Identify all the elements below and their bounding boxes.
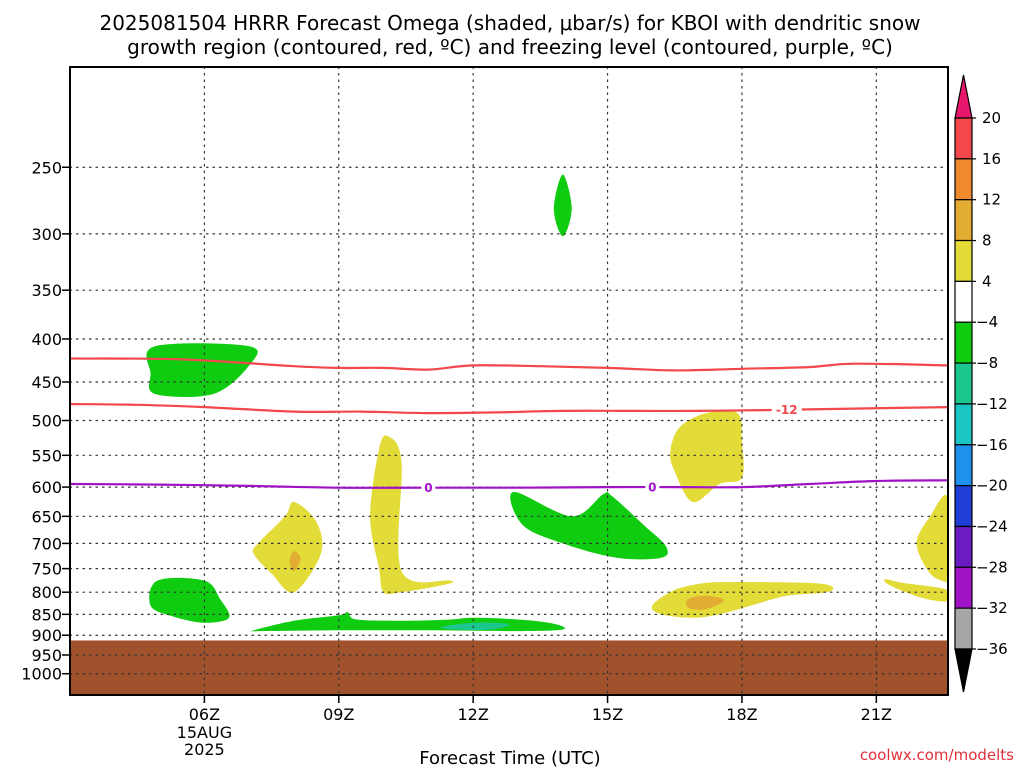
y-tick-label: 250 <box>31 158 62 177</box>
x-tick-label: 12Z <box>457 705 488 724</box>
dendritic-growth-contour <box>70 402 948 415</box>
omega-shaded-region <box>146 343 258 398</box>
colorbar-label: −16 <box>976 436 1008 454</box>
omega-shaded-region <box>884 579 948 602</box>
y-tick-label: 350 <box>31 281 62 300</box>
omega-shaded-region <box>441 622 510 631</box>
colorbar-label: 20 <box>982 109 1001 127</box>
y-tick-label: 550 <box>31 446 62 465</box>
colorbar-bin <box>954 117 973 160</box>
chart-title-line-2: growth region (contoured, red, ºC) and f… <box>127 35 893 59</box>
colorbar-bin <box>954 566 973 609</box>
colorbar-label: 4 <box>982 272 992 290</box>
colorbar-label: −4 <box>976 313 998 331</box>
x-tick-sublabel: 2025 <box>184 740 225 759</box>
omega-shaded-region <box>252 501 323 593</box>
y-tick-label: 850 <box>31 605 62 624</box>
y-axis: 250 300 350 400 450 500 550 600 650 700 750 800 850 9… <box>21 158 70 684</box>
x-tick-label: 15Z <box>592 705 623 724</box>
omega-shaded-region <box>553 174 572 237</box>
y-tick-label: 700 <box>31 534 62 553</box>
colorbar-label: 8 <box>982 232 992 250</box>
omega-shaded-region <box>149 577 230 623</box>
colorbar: 20 16 12 8 4 −4 −8 −12 −16 −20 −24 −28 −32 −36 <box>954 74 1008 693</box>
contour-label-background <box>645 480 660 495</box>
colorbar-label: −24 <box>976 517 1008 535</box>
x-tick-sublabel: 15AUG <box>177 723 232 742</box>
contour-label-background <box>421 480 436 495</box>
colorbar-label: −8 <box>976 354 998 372</box>
y-tick-label: 1000 <box>21 665 62 684</box>
colorbar-bin <box>954 280 973 323</box>
x-tick-label: 06Z <box>189 705 220 724</box>
omega-shaded-region <box>670 410 744 503</box>
y-tick-label: 650 <box>31 507 62 526</box>
colorbar-bin <box>954 485 973 528</box>
colorbar-label: 16 <box>982 150 1001 168</box>
y-tick-label: 750 <box>31 560 62 579</box>
colorbar-bin <box>954 158 973 201</box>
colorbar-bin <box>954 239 973 282</box>
freezing-level-contour <box>70 479 948 489</box>
colorbar-bin <box>954 607 973 650</box>
colorbar-bin <box>954 444 973 487</box>
colorbar-label: 12 <box>982 191 1001 209</box>
source-credit: coolwx.com/modelts <box>860 746 1014 764</box>
colorbar-bin <box>954 525 973 568</box>
colorbar-label: −36 <box>976 640 1008 658</box>
dendritic-growth-contour <box>70 357 948 372</box>
omega-shaded-region <box>510 491 668 560</box>
contour-label: 0 <box>424 481 432 495</box>
y-tick-label: 800 <box>31 583 62 602</box>
omega-shaded-region <box>916 495 948 583</box>
y-tick-label: 300 <box>31 225 62 244</box>
chart-title-line-1: 2025081504 HRRR Forecast Omega (shaded, … <box>99 11 920 35</box>
y-tick-label: 600 <box>31 478 62 497</box>
x-axis-label: Forecast Time (UTC) <box>419 748 600 768</box>
plot-area: -12 0 0 <box>69 66 949 696</box>
colorbar-bin <box>954 362 973 405</box>
y-tick-label: 400 <box>31 330 62 349</box>
omega-shaded-region <box>685 595 724 610</box>
colorbar-bin <box>954 403 973 446</box>
x-tick-label: 18Z <box>726 705 757 724</box>
omega-shaded-region <box>289 551 301 572</box>
plot-frame <box>69 66 949 696</box>
contour-label: -12 <box>776 403 798 417</box>
omega-shaded-region <box>370 435 454 595</box>
contour-label-background <box>771 402 802 417</box>
x-tick-label: 21Z <box>861 705 892 724</box>
contour-label: 0 <box>648 481 656 495</box>
colorbar-label: −28 <box>976 558 1008 576</box>
y-tick-label: 900 <box>31 626 62 645</box>
colorbar-bottom-arrow <box>954 648 973 693</box>
x-tick-label: 09Z <box>323 705 354 724</box>
y-tick-label: 450 <box>31 373 62 392</box>
colorbar-label: −20 <box>976 477 1008 495</box>
colorbar-top-arrow <box>954 74 973 119</box>
y-tick-label: 500 <box>31 411 62 430</box>
colorbar-bin <box>954 199 973 242</box>
y-tick-label: 950 <box>31 646 62 665</box>
colorbar-label: −12 <box>976 395 1008 413</box>
terrain-fill <box>70 640 948 695</box>
colorbar-bin <box>954 321 973 364</box>
colorbar-label: −32 <box>976 599 1008 617</box>
